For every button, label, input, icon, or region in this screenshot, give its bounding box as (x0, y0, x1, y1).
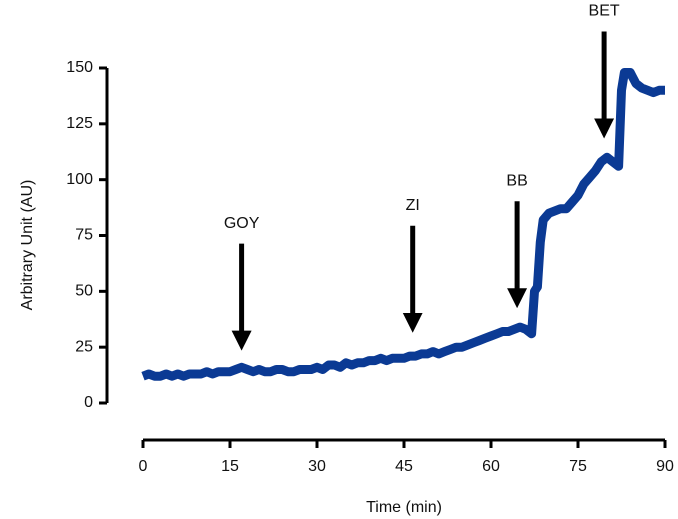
y-tick-label: 0 (84, 394, 93, 411)
data-line (141, 68, 665, 381)
annotation-label: BET (589, 3, 620, 20)
y-tick-label: 75 (75, 227, 93, 244)
y-tick-label: 100 (66, 171, 93, 188)
y-tick-label: 150 (66, 59, 93, 76)
x-tick-label: 75 (569, 458, 587, 475)
x-axis-title: Time (min) (366, 499, 442, 516)
x-tick-label: 90 (656, 458, 674, 475)
y-tick-label: 125 (66, 115, 93, 132)
x-tick-label: 30 (308, 458, 326, 475)
x-tick-label: 60 (482, 458, 500, 475)
x-tick-label: 0 (139, 458, 148, 475)
x-tick-label: 15 (221, 458, 239, 475)
y-tick-label: 50 (75, 283, 93, 300)
annotation-label: BB (506, 172, 527, 189)
annotation-label: GOY (224, 215, 260, 232)
annotation-label: ZI (406, 197, 420, 214)
y-tick-label: 25 (75, 338, 93, 355)
y-axis-title: Arbitrary Unit (AU) (19, 180, 36, 311)
x-tick-label: 45 (395, 458, 413, 475)
